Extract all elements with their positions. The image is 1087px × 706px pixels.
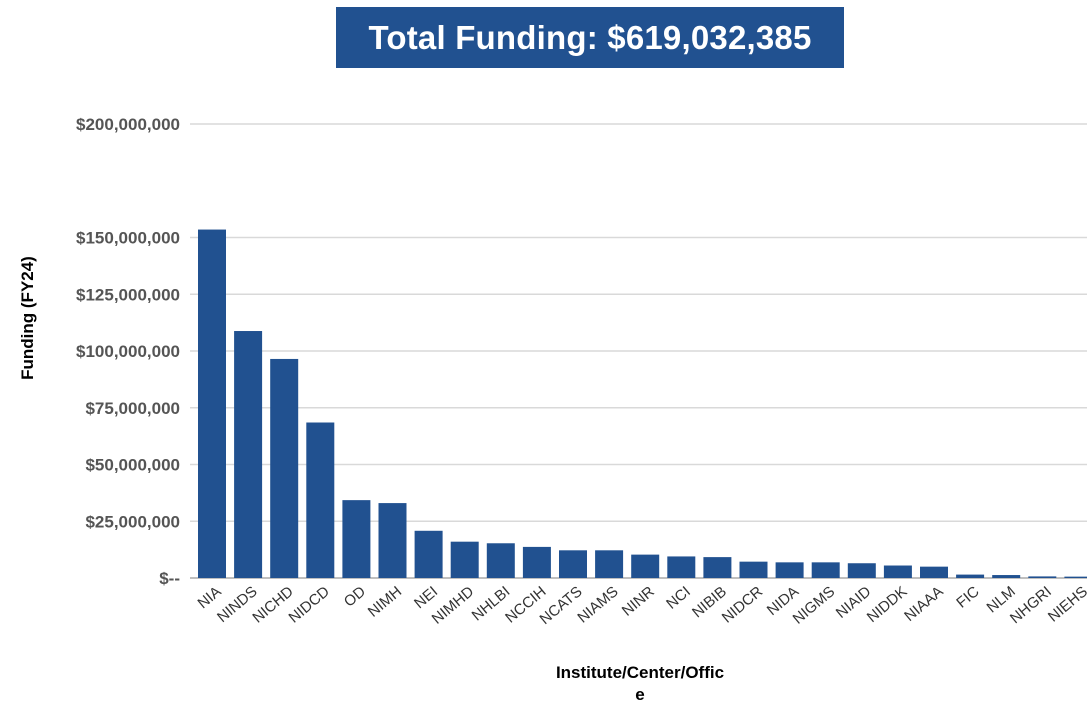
bar-ninds — [234, 331, 263, 578]
x-tick-label: NINR — [619, 583, 658, 620]
x-tick-label: NIAAA — [901, 583, 946, 625]
y-axis-ticks: $-- $25,000,000 $50,000,000 $75,000,000 $100… — [76, 115, 180, 588]
x-tick-label: NIDDK — [864, 583, 911, 626]
bar-nccih — [522, 546, 551, 578]
x-tick-label: NIDCR — [719, 583, 766, 627]
bar-od — [342, 500, 371, 578]
bar-niams — [595, 550, 624, 578]
bar-nimh — [378, 503, 407, 578]
bar-nei — [414, 530, 443, 578]
x-axis-title: Institute/Center/Offic e — [556, 663, 724, 704]
y-tick-label: $75,000,000 — [85, 399, 180, 418]
bar-ncats — [559, 550, 587, 578]
bar-nichd — [270, 358, 299, 578]
x-tick-label: NIEHS — [1045, 583, 1087, 625]
x-tick-label: NIGMS — [790, 583, 839, 628]
x-tick-label: NIDCD — [286, 583, 333, 627]
bar-nia — [198, 229, 226, 578]
bar-nci — [667, 556, 696, 578]
bar-nidcd — [306, 422, 335, 578]
bar-nlm — [992, 575, 1021, 578]
grid-lines — [190, 123, 1087, 579]
y-tick-label: $150,000,000 — [76, 229, 180, 248]
x-tick-label: NIMH — [365, 583, 405, 621]
bar-nigms — [811, 562, 840, 578]
y-tick-label: $50,000,000 — [85, 456, 180, 475]
bar-nida — [775, 562, 804, 578]
y-tick-label: $200,000,000 — [76, 115, 180, 134]
bar-nibib — [703, 557, 732, 578]
x-tick-label: NIAMS — [574, 583, 621, 627]
bar-niaaa — [920, 566, 948, 578]
x-tick-label: NIMHD — [429, 583, 478, 628]
y-axis-title: Funding (FY24) — [18, 256, 37, 380]
bar-nimhd — [450, 541, 479, 578]
bar-niehs — [1064, 576, 1087, 578]
bar-nhlbi — [486, 543, 515, 578]
bar-ninr — [631, 554, 660, 578]
x-tick-label: NHGRI — [1007, 583, 1055, 627]
bars — [198, 229, 1087, 578]
bar-nidcr — [739, 561, 768, 578]
y-tick-label: $25,000,000 — [85, 512, 180, 531]
y-tick-label: $100,000,000 — [76, 342, 180, 361]
bar-nhgri — [1028, 576, 1057, 578]
y-tick-label: $125,000,000 — [76, 285, 180, 304]
bar-niaid — [847, 563, 876, 578]
bar-fic — [956, 574, 985, 578]
chart-title: Total Funding: $619,032,385 — [336, 7, 844, 68]
y-tick-label: $-- — [159, 569, 180, 588]
x-tick-label: FIC — [953, 583, 983, 612]
bar-niddk — [883, 565, 912, 578]
